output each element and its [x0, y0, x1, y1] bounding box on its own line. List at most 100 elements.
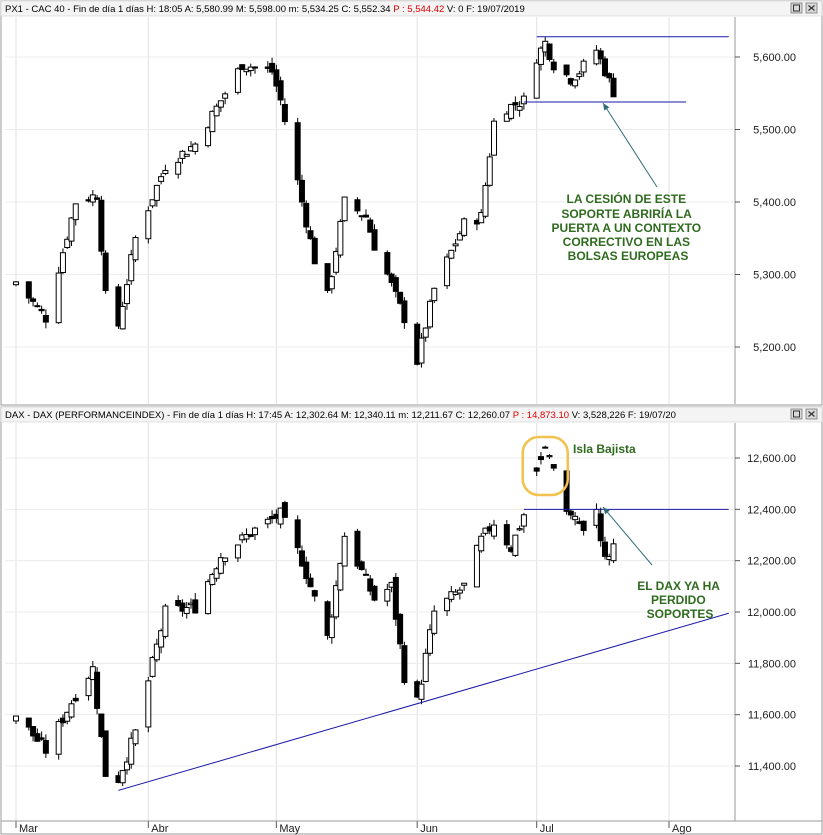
candle-body [307, 230, 314, 240]
candle-body [247, 534, 254, 537]
cac-header-v: V: 0 [447, 4, 464, 15]
candle-body [563, 64, 570, 76]
candle-body [264, 518, 271, 525]
x-tick-label: Jun [420, 823, 438, 835]
candle-body [119, 305, 126, 330]
candle-body [42, 315, 49, 323]
candle-body [461, 582, 468, 586]
dax-arrow [602, 506, 653, 566]
candle-body [307, 577, 314, 588]
dax-maximize-icon[interactable] [790, 408, 803, 420]
candle-body [222, 93, 229, 99]
candle-body [85, 677, 92, 697]
candle-body [580, 520, 587, 532]
cac-y-tick-label: 5,500.00 [753, 125, 796, 137]
candle-body [418, 683, 425, 700]
x-tick-label: May [279, 823, 300, 835]
candle-body [572, 515, 579, 521]
candle-body [362, 573, 369, 576]
candle-body [98, 713, 105, 738]
dax-header-c: C: 12,260.07 [456, 410, 510, 421]
candle-body [426, 300, 433, 328]
candle-body [94, 671, 101, 709]
candle-body [102, 252, 109, 292]
dax-header-p: P : 14,873.10 [513, 410, 569, 421]
candle-body [422, 652, 429, 682]
cac-y-tick-label: 5,200.00 [753, 342, 796, 354]
candle-body [153, 184, 160, 201]
dax-header-bar [0, 406, 823, 423]
candle-body [145, 680, 152, 728]
cac-annotation: LA CESIÓN DE ESTE SOPORTE ABRIRÍA LA PUE… [552, 191, 705, 263]
candle-body [354, 199, 361, 212]
candle-body [422, 327, 429, 338]
cac-annotation-line-1: LA CESIÓN DE ESTE [567, 191, 687, 206]
dax-candles [13, 445, 617, 787]
candle-body [68, 703, 75, 718]
candle-body [303, 561, 310, 580]
candle-body [503, 524, 510, 546]
dax-panel-frame [0, 406, 823, 835]
cac-header-bar [0, 0, 823, 17]
candle-body [153, 643, 160, 661]
dax-annotation-line-3: SOPORTES [647, 607, 714, 621]
candle-body [217, 100, 224, 108]
candle-body [371, 229, 378, 251]
candle-body [94, 197, 101, 200]
dax-close-icon[interactable] [805, 408, 818, 420]
dax-y-tick-label: 12,400.00 [747, 504, 796, 516]
candle-body [59, 252, 66, 274]
candle-body [461, 218, 468, 236]
candle-body [546, 455, 553, 458]
candle-body [13, 715, 19, 722]
candle-body [42, 740, 49, 754]
candle-body [392, 576, 399, 620]
cac-y-tick-label: 5,300.00 [753, 270, 796, 282]
axis-layer: Mar Abr May Jun Jul Ago 5,200.00 5,300.00 5,400.… [1, 17, 822, 835]
candle-body [333, 251, 340, 273]
candle-body [98, 199, 105, 252]
candle-body [597, 50, 604, 60]
cac-header-prefix: PX1 - CAC 40 - Fin de día 1 días [5, 4, 144, 15]
candle-body [397, 613, 404, 645]
candle-body [401, 300, 408, 324]
candle-body [149, 199, 156, 207]
grid-layer [5, 17, 735, 821]
dax-y-tick-label: 12,600.00 [747, 453, 796, 465]
candle-body [452, 243, 459, 247]
cac-close-icon[interactable] [805, 2, 818, 14]
candle-body [145, 210, 152, 240]
candle-body [354, 530, 361, 567]
candle-body [13, 281, 19, 286]
candle-body [572, 79, 579, 87]
candle-body [175, 161, 182, 175]
candle-body [610, 543, 617, 562]
candle-body [128, 254, 135, 282]
candle-body [281, 104, 288, 123]
cac-candles [13, 36, 617, 368]
candle-body [456, 589, 463, 594]
dax-y-tick-label: 11,600.00 [748, 710, 796, 722]
candle-body [431, 287, 438, 302]
candle-body [384, 252, 391, 275]
candle-body [303, 202, 310, 228]
candle-body [397, 291, 404, 304]
candle-body [162, 169, 169, 174]
dax-header-h: H: 17:45 [246, 410, 282, 421]
candle-body [431, 610, 438, 634]
candle-body [123, 761, 130, 771]
candle-body [123, 284, 130, 305]
x-tick-label: Abr [151, 823, 168, 835]
candle-body [25, 717, 32, 728]
candle-body [205, 127, 212, 147]
cac-annotation-line-4: CORRECTIVO EN LAS [563, 235, 690, 249]
candle-body [533, 62, 540, 99]
x-tick-label: Mar [19, 823, 38, 835]
dax-y-tick-label: 11,400.00 [748, 761, 796, 773]
candle-body [362, 214, 369, 218]
cac-maximize-icon[interactable] [790, 2, 803, 14]
candle-body [269, 62, 276, 73]
cac-panel-frame [0, 0, 823, 406]
cac-y-tick-label: 5,600.00 [753, 52, 796, 64]
candle-body [444, 597, 451, 612]
